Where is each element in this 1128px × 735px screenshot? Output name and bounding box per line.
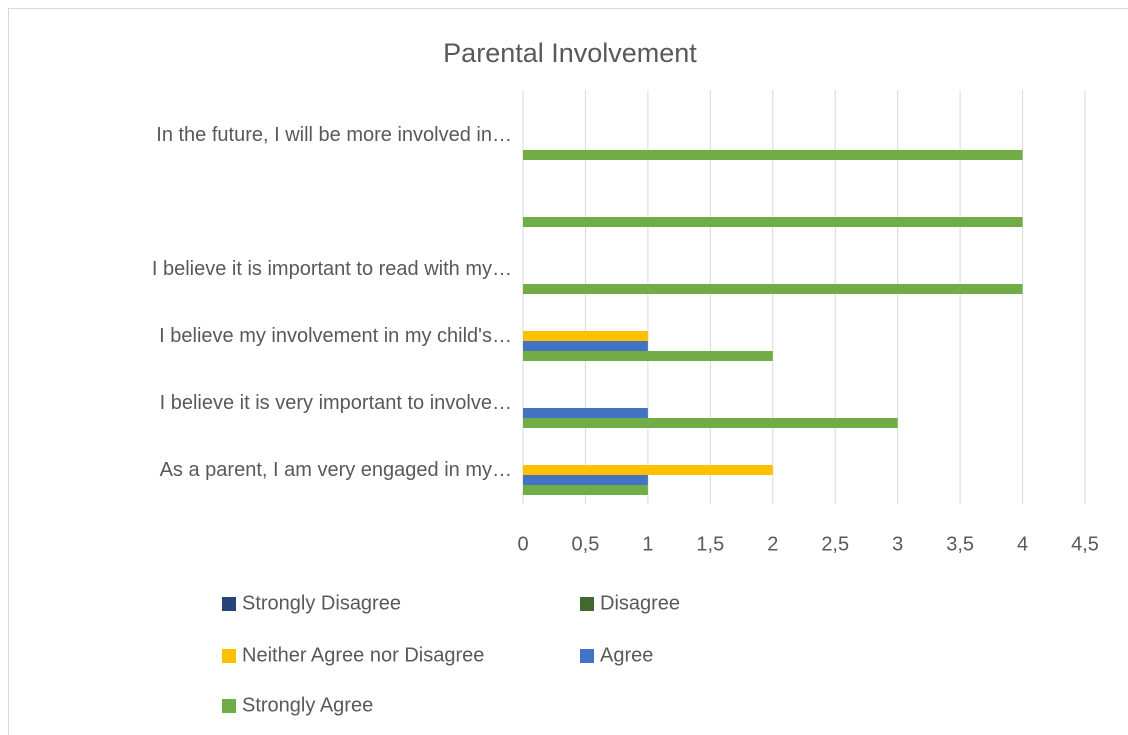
- bar: [523, 150, 1023, 160]
- legend-label: Strongly Disagree: [242, 592, 401, 614]
- legend-label: Strongly Agree: [242, 694, 373, 716]
- bar: [523, 341, 648, 351]
- x-tick-label: 3,5: [946, 533, 974, 555]
- x-tick-label: 1,5: [696, 533, 724, 555]
- bar: [523, 418, 898, 428]
- x-tick-label: 3: [892, 533, 903, 555]
- y-tick-label: I believe it is important to read with m…: [152, 258, 512, 280]
- x-tick-label: 2,5: [821, 533, 849, 555]
- bar: [523, 351, 773, 361]
- legend-swatch: [222, 649, 236, 663]
- bar: [523, 485, 648, 495]
- legend-swatch: [222, 597, 236, 611]
- legend-label: Disagree: [600, 592, 680, 614]
- x-tick-label: 2: [767, 533, 778, 555]
- bar: [523, 465, 773, 475]
- legend-swatch: [580, 597, 594, 611]
- bar: [523, 475, 648, 485]
- bar: [523, 217, 1023, 227]
- bar: [523, 408, 648, 418]
- legend-label: Neither Agree nor Disagree: [242, 644, 484, 666]
- bar: [523, 331, 648, 341]
- x-tick-label: 4: [1017, 533, 1028, 555]
- x-tick-label: 0: [517, 533, 528, 555]
- y-tick-label: I believe it is very important to involv…: [160, 392, 512, 414]
- legend-swatch: [222, 699, 236, 713]
- legend-swatch: [580, 649, 594, 663]
- chart-title: Parental Involvement: [443, 38, 697, 68]
- y-tick-label: I believe my involvement in my child's…: [159, 325, 512, 347]
- y-tick-label: In the future, I will be more involved i…: [156, 124, 512, 146]
- x-tick-label: 0,5: [572, 533, 600, 555]
- legend-label: Agree: [600, 644, 653, 666]
- x-tick-label: 4,5: [1071, 533, 1099, 555]
- x-tick-label: 1: [642, 533, 653, 555]
- bar: [523, 284, 1023, 294]
- y-tick-label: As a parent, I am very engaged in my…: [160, 459, 512, 481]
- chart-border: [8, 8, 1128, 735]
